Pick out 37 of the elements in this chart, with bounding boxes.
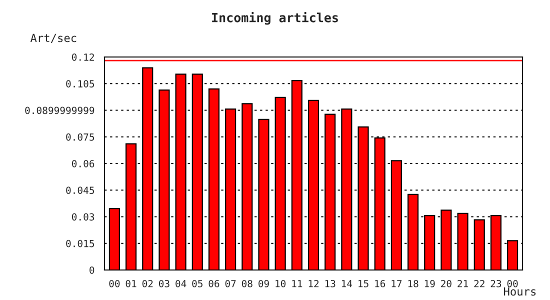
x-axis-title: Hours <box>504 287 536 296</box>
x-tick-label: 05 <box>192 280 202 288</box>
y-tick-label: 0.12 <box>72 54 94 61</box>
x-tick-label: 12 <box>308 280 319 288</box>
x-tick-label: 13 <box>325 280 336 288</box>
x-tick-label: 18 <box>408 280 418 288</box>
x-tick-label: 11 <box>292 280 302 288</box>
y-tick-label: 0.03 <box>72 213 94 221</box>
y-tick-label: 0.045 <box>66 186 94 194</box>
y-tick-label: 0.015 <box>66 240 94 248</box>
y-tick-label: 0.06 <box>72 160 94 168</box>
x-tick-label: 04 <box>176 280 186 288</box>
y-tick-label: 0 <box>90 266 94 274</box>
x-tick-label: 07 <box>225 280 236 288</box>
chart-title: Incoming articles <box>212 12 338 25</box>
y-tick-label: 0.0899999999 <box>25 106 94 114</box>
y-tick-label: 0.105 <box>66 80 94 88</box>
x-tick-label: 02 <box>142 280 153 288</box>
y-tick-label: 0.075 <box>66 133 94 141</box>
x-tick-label: 08 <box>242 280 252 288</box>
x-tick-label: 06 <box>208 280 220 288</box>
x-tick-label: 14 <box>342 280 352 288</box>
x-tick-label: 03 <box>158 280 170 288</box>
x-tick-label: 16 <box>375 280 386 288</box>
x-tick-label: 00 <box>109 280 120 288</box>
x-tick-label: 23 <box>490 280 502 288</box>
x-tick-label: 21 <box>458 280 468 288</box>
x-tick-label: 09 <box>258 280 269 288</box>
x-tick-label: 17 <box>392 280 402 288</box>
x-tick-label: 19 <box>424 280 435 288</box>
y-axis-title: Art/sec <box>30 34 76 44</box>
x-tick-label: 01 <box>126 280 136 288</box>
x-tick-label: 20 <box>441 280 452 288</box>
x-tick-label: 10 <box>276 280 286 288</box>
x-tick-label: 00 <box>507 280 518 288</box>
x-tick-label: 15 <box>358 280 368 288</box>
x-tick-label: 22 <box>474 280 484 288</box>
